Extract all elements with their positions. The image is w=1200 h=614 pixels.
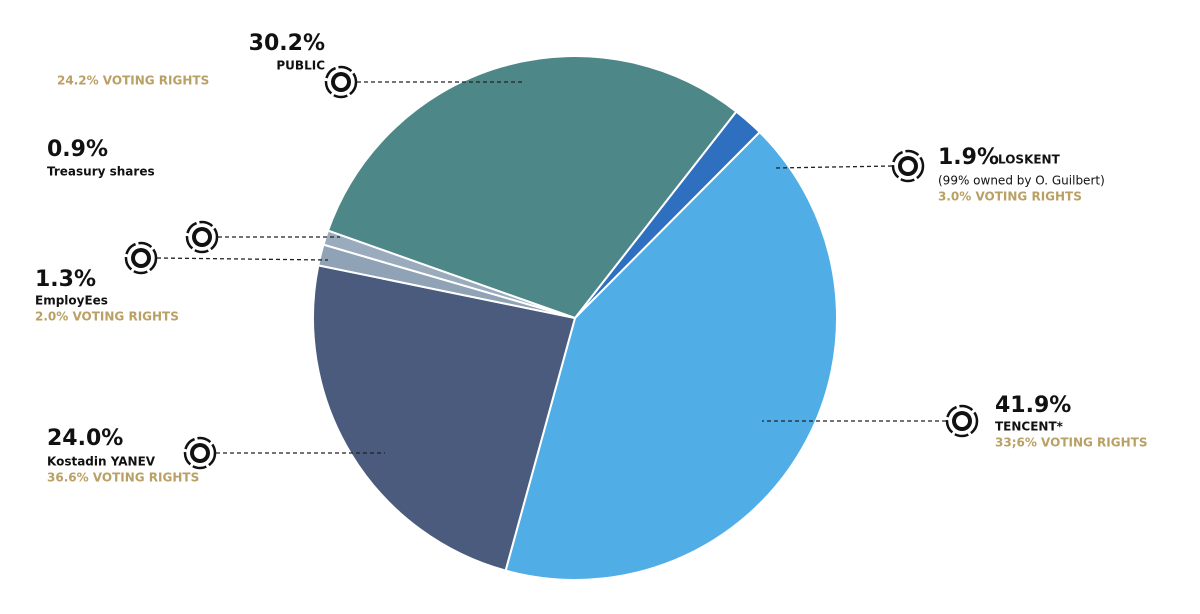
marker-icon [945,404,979,438]
note: (99% owned by O. Guilbert) [938,174,1105,188]
voting-rights: 36.6% VOTING RIGHTS [47,471,199,485]
value-label: 0.9% [47,137,108,162]
value-label: 30.2% [249,31,325,56]
marker-icon [194,447,206,459]
voting-rights: 3.0% VOTING RIGHTS [938,190,1082,204]
value-label: 41.9% [995,393,1071,418]
voting-rights: 33;6% VOTING RIGHTS [995,436,1147,450]
category-label: PUBLIC [276,59,325,73]
marker-icon [956,415,968,427]
value-label: 24.0% [47,426,123,451]
marker-icon [335,76,347,88]
leader-line [774,165,893,169]
category-label: EmployEes [35,294,108,308]
pie-slice [326,55,738,320]
category-label: LOSKENT [998,153,1061,167]
marker-icon [183,436,217,470]
marker-icon [124,241,158,275]
pie-slice [312,264,577,572]
marker-icon [891,149,925,183]
marker-icon [196,231,208,243]
value-label: 1.3% [35,267,96,292]
leader-line [156,257,329,261]
category-label: TENCENT* [995,420,1064,434]
marker-icon [135,252,147,264]
voting-rights: 2.0% VOTING RIGHTS [35,310,179,324]
marker-icon [902,160,914,172]
value-label: 1.9% [938,145,999,170]
marker-icon [324,65,358,99]
category-label: Treasury shares [47,165,155,179]
pie-slice [504,130,838,581]
marker-icon [185,220,219,254]
voting-rights: 24.2% VOTING RIGHTS [57,74,209,88]
category-label: Kostadin YANEV [47,455,156,469]
